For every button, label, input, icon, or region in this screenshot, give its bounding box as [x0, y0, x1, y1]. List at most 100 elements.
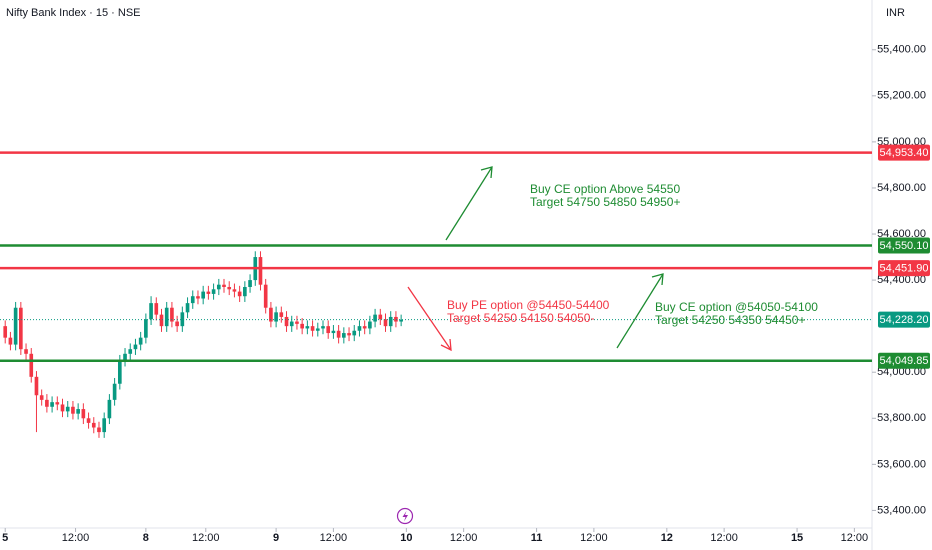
candle-body [248, 280, 252, 287]
x-tick-label: 12:00 [580, 532, 608, 544]
price-label: 54,451.90 [880, 263, 929, 275]
currency: INR [886, 7, 905, 19]
annotation-text: Buy CE option @54050-54100 [655, 300, 818, 314]
arrow [616, 273, 664, 349]
candle-body [342, 333, 346, 338]
candle-body [232, 289, 237, 292]
candle-body [269, 307, 273, 322]
x-tick-label: 12:00 [320, 532, 348, 544]
candle-body [352, 330, 357, 336]
candle-body [3, 326, 8, 338]
candle-body [91, 422, 96, 428]
x-tick-label: 12:00 [450, 532, 478, 544]
candle-body [24, 349, 28, 354]
y-tick-label: 54,600.00 [877, 228, 926, 240]
candle-body [336, 330, 341, 338]
price-label-bg [878, 237, 930, 254]
candle-body [216, 284, 221, 290]
candle-body [65, 406, 70, 412]
candle-body [149, 303, 153, 320]
x-tick-label: 15 [791, 532, 803, 544]
candle-body [34, 376, 39, 396]
x-tick-label: 10 [400, 532, 412, 544]
arrow-head [480, 166, 493, 179]
x-tick-label: 12:00 [192, 532, 220, 544]
x-tick-label: 9 [273, 532, 279, 544]
candle-body [112, 383, 117, 400]
candle-body [222, 284, 226, 287]
candle-body [107, 399, 112, 419]
candle-body [123, 353, 127, 361]
annotation-text: Target 54250 54150 54050- [447, 311, 594, 325]
candle-body [138, 337, 143, 345]
x-tick-label: 12 [661, 532, 673, 544]
arrow [445, 166, 493, 241]
y-tick-label: 54,800.00 [877, 182, 926, 194]
candle-body [154, 303, 159, 315]
y-tick-label: 53,800.00 [877, 412, 926, 424]
annotation-text: Buy CE option Above 54550 [530, 182, 680, 196]
candle-body [164, 307, 169, 327]
candle-body [347, 333, 351, 336]
candle-body [237, 291, 242, 297]
candle-body [117, 360, 122, 384]
candle-body [86, 418, 91, 423]
y-tick-label: 55,200.00 [877, 90, 926, 102]
candle-body [175, 321, 179, 327]
candle-body [378, 314, 383, 320]
candle-body [60, 404, 65, 412]
candle-body [71, 406, 75, 414]
candle-body [13, 307, 18, 345]
candle-body [19, 307, 23, 350]
candle-body [383, 319, 388, 327]
candle-body [289, 321, 294, 327]
price-label: 54,550.10 [880, 240, 929, 252]
candles [3, 251, 403, 438]
candle-body [310, 326, 315, 331]
symbol-title: Nifty Bank Index · 15 · NSE [6, 7, 141, 19]
price-label: 54,228.20 [880, 314, 929, 326]
candle-body [279, 312, 284, 317]
x-tick-label: 12:00 [710, 532, 738, 544]
icon-bolt[interactable] [402, 511, 409, 522]
candle-body [55, 402, 60, 405]
candle-body [102, 418, 107, 433]
price-label: 54,953.40 [880, 147, 929, 159]
candle-body [243, 286, 247, 297]
candle-body [399, 319, 403, 322]
price-label-bg [878, 260, 930, 277]
x-tick-label: 12:00 [841, 532, 869, 544]
y-tick-label: 53,600.00 [877, 458, 926, 470]
candle-body [180, 312, 185, 327]
x-tick-label: 5 [2, 532, 8, 544]
arrow [407, 286, 452, 351]
annotation-text: Target 54750 54850 54950+ [530, 195, 680, 209]
replay-icon[interactable] [396, 507, 414, 525]
candle-body [321, 326, 325, 329]
candle-body [211, 289, 216, 294]
candle-body [274, 312, 278, 322]
candle-body [170, 307, 174, 322]
y-tick-label: 53,400.00 [877, 504, 926, 516]
candle-body [331, 330, 336, 334]
candle-body [45, 399, 49, 407]
candle-body [50, 402, 54, 407]
candle-body [8, 337, 13, 345]
candle-body [97, 427, 101, 433]
candle-body [300, 323, 304, 329]
x-tick-label: 8 [143, 532, 149, 544]
x-tick-label: 11 [531, 532, 543, 544]
x-tick-label: 12:00 [62, 532, 90, 544]
candle-body [133, 344, 138, 350]
candle-body [315, 328, 320, 331]
candle-body [258, 257, 263, 285]
candle-body [76, 409, 80, 414]
candle-body [295, 321, 299, 324]
candle-body [373, 314, 377, 322]
y-tick-label: 54,400.00 [877, 274, 926, 286]
candle-body [81, 409, 86, 419]
price-label-bg [878, 144, 930, 161]
candle-body [144, 319, 148, 338]
candle-body [206, 291, 211, 294]
